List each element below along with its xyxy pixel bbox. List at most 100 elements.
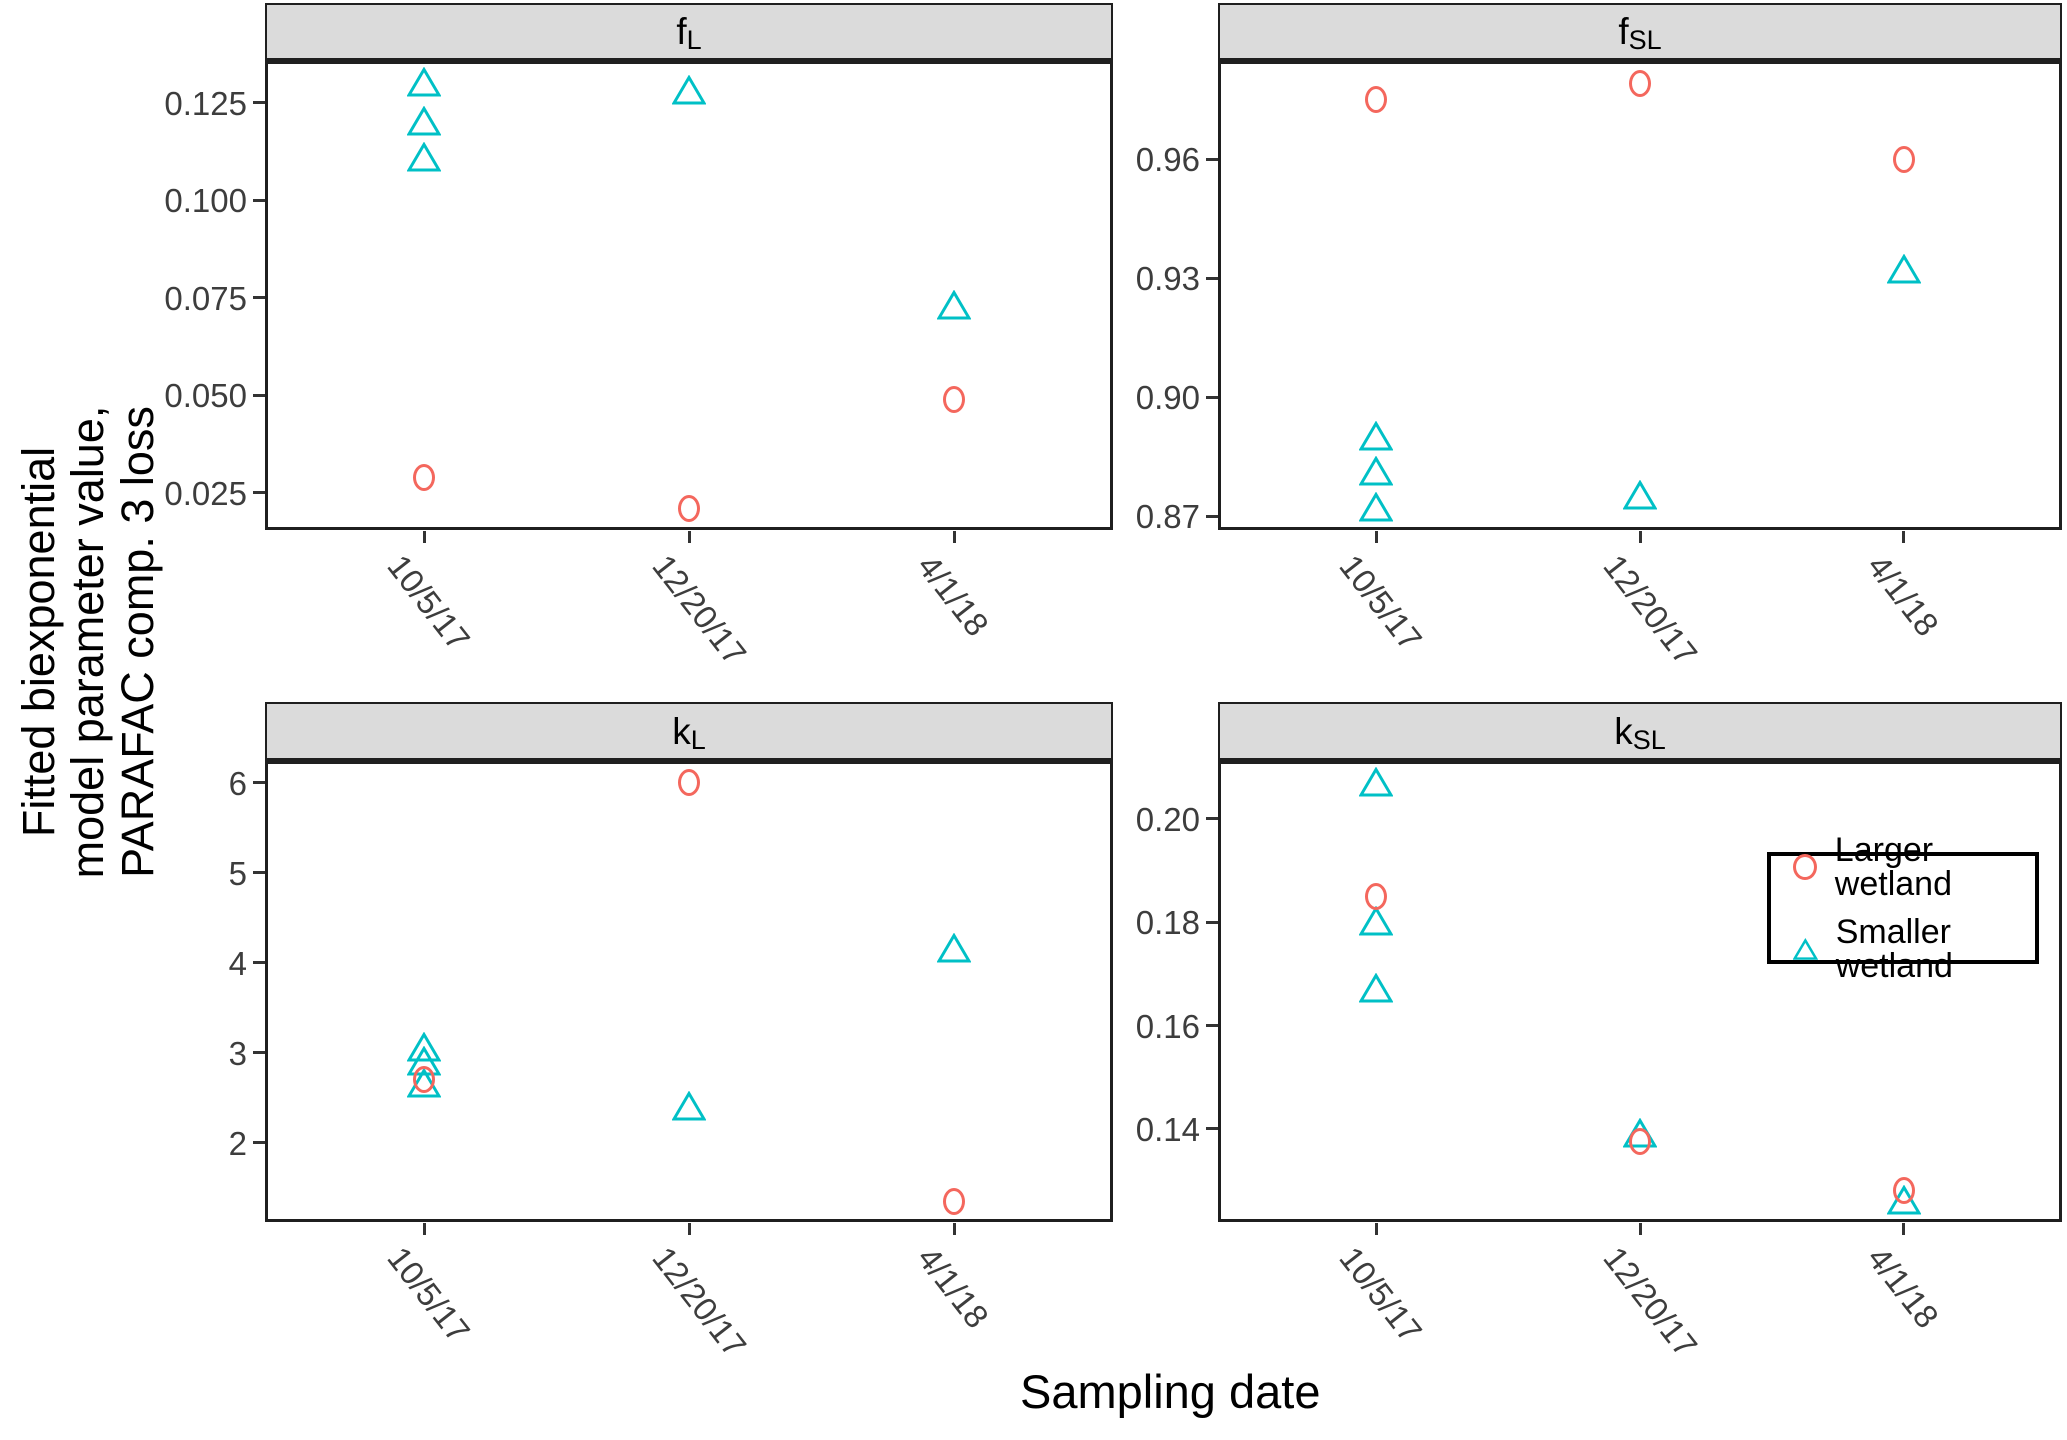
y-tick-fL (253, 296, 265, 300)
y-tick-label-fL: 0.125 (164, 84, 247, 122)
data-point-triangle-fSL (1358, 420, 1394, 452)
x-tick-fL (422, 531, 426, 543)
y-tick-kSL (1206, 1024, 1218, 1028)
x-tick-label-kSL: 12/20/17 (1596, 1239, 1705, 1364)
legend-box: Larger wetland Smaller wetland (1767, 833, 2039, 983)
facet-strip-label-subscript-kSL: SL (1632, 724, 1666, 755)
x-tick-label-kL: 10/5/17 (380, 1239, 478, 1350)
y-axis-title-line1: Fitted biexponential (12, 446, 64, 838)
data-point-circle-fL (678, 495, 700, 523)
x-tick-label-fL: 12/20/17 (645, 547, 754, 672)
x-tick-label-fSL: 12/20/17 (1596, 547, 1705, 672)
y-tick-fSL (1206, 514, 1218, 518)
x-tick-kL (952, 1223, 956, 1235)
y-tick-label-fSL: 0.96 (1135, 141, 1200, 179)
y-tick-kSL (1206, 920, 1218, 924)
facet-panel-kL (265, 762, 1113, 1222)
data-point-circle-kL (943, 1187, 965, 1215)
x-tick-label-kSL: 4/1/18 (1860, 1239, 1946, 1335)
y-tick-label-kSL: 0.16 (1135, 1007, 1200, 1045)
y-tick-kL (253, 961, 265, 965)
y-tick-label-kL: 6 (228, 764, 247, 802)
x-tick-kSL (1374, 1223, 1378, 1235)
legend-item-larger-wetland: Larger wetland (1793, 833, 2035, 901)
x-tick-label-kSL: 10/5/17 (1332, 1239, 1430, 1350)
y-tick-fL (253, 101, 265, 105)
y-tick-label-kL: 5 (228, 854, 247, 892)
y-tick-kSL (1206, 817, 1218, 821)
y-tick-label-kSL: 0.18 (1135, 904, 1200, 942)
y-tick-kL (253, 781, 265, 785)
x-tick-label-fL: 10/5/17 (380, 547, 478, 658)
x-tick-fL (952, 531, 956, 543)
y-tick-fSL (1206, 157, 1218, 161)
data-point-circle-kSL (1892, 1177, 1915, 1205)
y-tick-label-kSL: 0.14 (1135, 1110, 1200, 1148)
y-tick-label-fSL: 0.93 (1135, 260, 1200, 298)
y-tick-label-fSL: 0.90 (1135, 379, 1200, 417)
data-point-circle-fL (413, 463, 435, 491)
y-tick-label-fL: 0.100 (164, 182, 247, 220)
y-axis-title-line2: model parameter value, (62, 405, 114, 879)
facet-strip-label-kL: k (672, 710, 691, 752)
y-tick-label-kL: 2 (228, 1124, 247, 1162)
y-tick-label-fL: 0.025 (164, 474, 247, 512)
x-tick-kSL (1638, 1223, 1642, 1235)
legend-label-larger: Larger wetland (1834, 831, 1952, 903)
x-tick-fSL (1638, 531, 1642, 543)
x-tick-label-kL: 4/1/18 (910, 1239, 997, 1335)
data-point-triangle-fL (406, 141, 442, 173)
y-tick-label-fL: 0.075 (164, 279, 247, 317)
x-tick-fSL (1902, 531, 1906, 543)
x-tick-label-fSL: 4/1/18 (1860, 547, 1946, 643)
facet-panel-fSL (1218, 62, 2062, 530)
y-tick-fSL (1206, 276, 1218, 280)
y-tick-label-fL: 0.050 (164, 377, 247, 415)
legend-label-smaller: Smaller wetland (1835, 913, 1953, 985)
y-tick-fL (253, 491, 265, 495)
data-point-triangle-fSL (1358, 456, 1394, 487)
y-tick-label-kSL: 0.20 (1135, 800, 1200, 838)
larger-wetland-circle-icon (1793, 854, 1817, 880)
data-point-triangle-fL (936, 289, 972, 321)
x-tick-label-kL: 12/20/17 (645, 1239, 754, 1364)
y-tick-label-fSL: 0.87 (1135, 498, 1200, 536)
x-tick-kSL (1902, 1223, 1906, 1235)
facet-strip-kSL: k SL (1218, 702, 2062, 762)
x-tick-label-fSL: 10/5/17 (1332, 547, 1430, 658)
data-point-triangle-kL (671, 1090, 707, 1122)
data-point-triangle-kL (936, 932, 972, 964)
data-point-circle-kSL (1629, 1128, 1651, 1156)
facet-strip-label-subscript-fSL: SL (1628, 25, 1662, 55)
data-point-triangle-kSL (1358, 972, 1394, 1004)
data-point-triangle-fSL (1622, 479, 1658, 511)
data-point-circle-kSL (1365, 882, 1388, 910)
x-tick-kL (687, 1223, 691, 1235)
data-point-circle-fSL (1892, 145, 1915, 173)
y-tick-label-kL: 4 (228, 944, 247, 982)
x-axis-title: Sampling date (1020, 1365, 1321, 1418)
facet-panel-fL (265, 62, 1113, 530)
y-tick-kSL (1206, 1127, 1218, 1131)
data-point-circle-fSL (1365, 86, 1388, 114)
facet-strip-label-subscript-kL: L (690, 724, 706, 755)
x-tick-fSL (1374, 531, 1378, 543)
data-point-circle-fSL (1629, 70, 1651, 98)
y-tick-fL (253, 198, 265, 202)
x-tick-label-fL: 4/1/18 (910, 547, 997, 643)
data-point-triangle-fL (406, 105, 442, 137)
facet-strip-label-fSL: f (1618, 11, 1629, 52)
data-point-triangle-fL (671, 74, 707, 106)
data-point-triangle-kSL (1358, 766, 1394, 798)
y-tick-kL (253, 871, 265, 875)
x-tick-kL (422, 1223, 426, 1235)
x-tick-fL (687, 531, 691, 543)
data-point-circle-kL (413, 1066, 435, 1094)
legend-item-smaller-wetland: Smaller wetland (1793, 915, 2035, 983)
y-tick-label-kL: 3 (228, 1034, 247, 1072)
data-point-triangle-kL (406, 1031, 442, 1063)
y-tick-fSL (1206, 395, 1218, 399)
